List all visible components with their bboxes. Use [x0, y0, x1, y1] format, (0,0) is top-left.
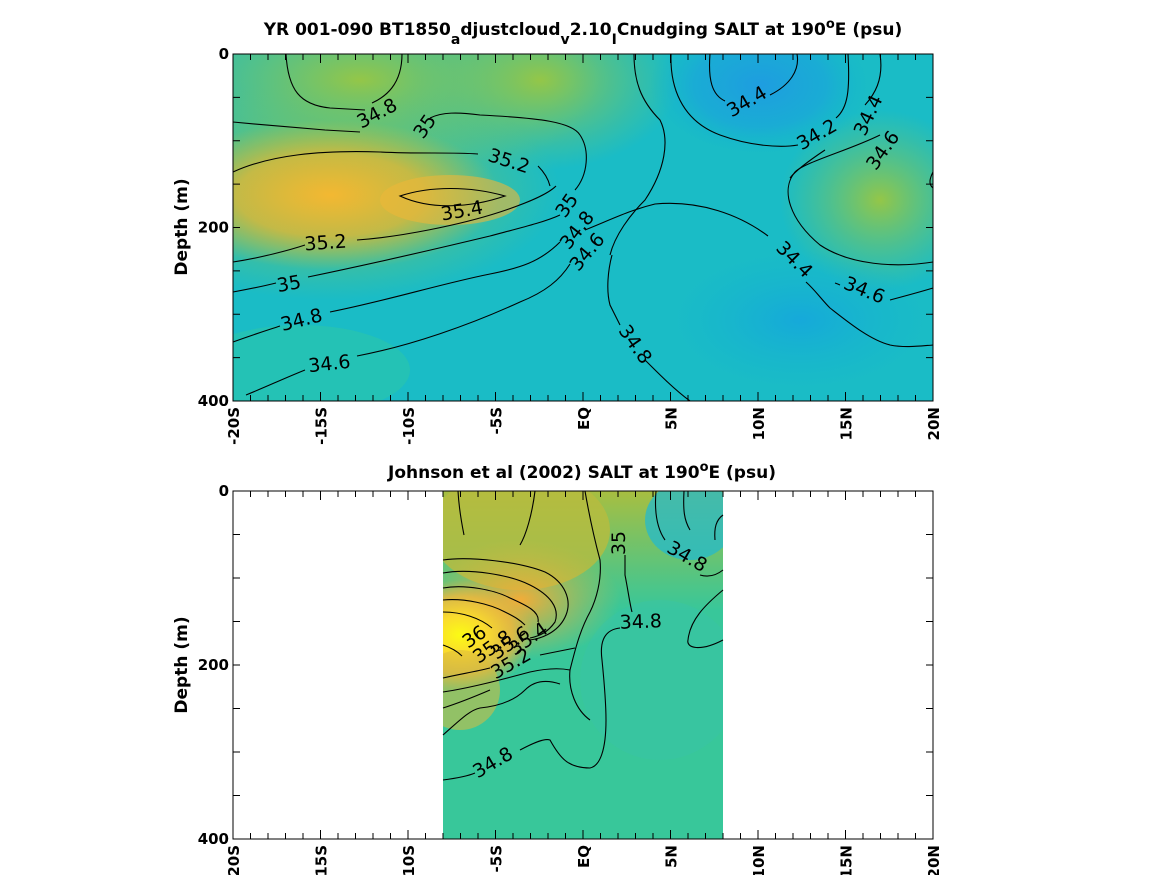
chart-title-model: YR 001-090 BT1850adjustcloudv2.10ICnudgi…	[263, 17, 903, 48]
y-tick-label: 200	[198, 656, 229, 674]
chart-title-johnson: Johnson et al (2002) SALT at 190oE (psu)	[387, 460, 776, 483]
y-tick-label: 400	[198, 392, 229, 410]
x-tick-label: -20S	[225, 407, 243, 445]
contour-label: 35.2	[304, 231, 348, 256]
axis-ticks-model: -20S -15S -10S -5S EQ 5N 10N 15N 20N 0 200 400	[198, 45, 943, 445]
y-tick-label: 0	[219, 45, 229, 63]
x-tick-label: 5N	[663, 407, 681, 430]
x-tick-label: -20S	[225, 845, 243, 875]
contour-label: 34.6	[307, 351, 351, 377]
x-tick-label: EQ	[575, 845, 593, 868]
x-tick-label: 20N	[925, 845, 943, 875]
x-tick-label: 20N	[925, 407, 943, 440]
x-tick-label: EQ	[575, 407, 593, 430]
axis-ticks-johnson: -20S -15S -10S -5S EQ 5N 10N 15N 20N 0 200 400	[198, 482, 943, 875]
y-tick-label: 400	[198, 830, 229, 848]
x-tick-label: -15S	[313, 845, 331, 875]
y-tick-label: 0	[219, 482, 229, 500]
x-tick-label: 10N	[750, 845, 768, 875]
contour-lines-johnson	[442, 490, 724, 781]
x-tick-label: -5S	[488, 845, 506, 872]
x-tick-label: -5S	[488, 407, 506, 434]
y-tick-label: 200	[198, 219, 229, 237]
y-axis-label-model: Depth (m)	[172, 178, 192, 275]
x-tick-label: 15N	[838, 407, 856, 440]
x-tick-label: -10S	[400, 407, 418, 445]
salinity-field-johnson	[443, 491, 723, 839]
x-tick-label: 5N	[663, 845, 681, 868]
contour-lines-model	[232, 53, 934, 402]
panel-model: 34.8 3535.235.435.23534.834.63534.834.634…	[172, 17, 943, 445]
x-tick-label: 15N	[838, 845, 856, 875]
contour-label: 35	[608, 531, 630, 555]
contour-label: 35	[275, 271, 303, 297]
contour-label: 34.8	[619, 610, 662, 633]
x-tick-label: -15S	[313, 407, 331, 445]
x-tick-label: 10N	[750, 407, 768, 440]
y-axis-label-johnson: Depth (m)	[172, 616, 192, 713]
x-tick-label: -10S	[400, 845, 418, 875]
